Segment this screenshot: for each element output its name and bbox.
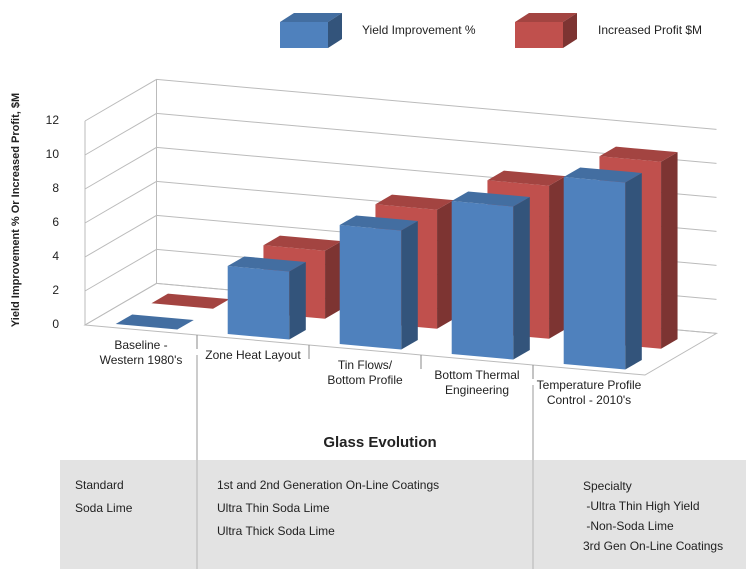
footer-text: -Non-Soda Lime [583, 519, 674, 533]
x-tick-label: Temperature Profile Control - 2010's [536, 378, 642, 407]
bar-front [563, 177, 626, 370]
y-tick-label: 4 [52, 249, 59, 263]
bar-front [451, 201, 514, 360]
footer-text: Standard [75, 478, 124, 492]
bar [563, 167, 642, 370]
y-axis-label: Yield Improvement % Or Increased Profit,… [10, 93, 22, 327]
bar-side [549, 176, 566, 339]
bar-top [115, 314, 194, 330]
y-tick-label: 2 [52, 283, 59, 297]
bar [151, 293, 230, 309]
x-tick-label: Baseline - Western 1980's [99, 338, 183, 367]
bar [227, 256, 306, 340]
y-tick-label: 10 [46, 147, 60, 161]
bar-side [625, 172, 642, 370]
bar-top [563, 167, 642, 183]
footer-text: 3rd Gen On-Line Coatings [583, 539, 724, 553]
grid-line [84, 78, 717, 130]
footer-text: Soda Lime [75, 501, 133, 515]
legend-label: Increased Profit $M [598, 23, 702, 37]
legend-front [280, 22, 328, 48]
bar-top [487, 170, 566, 186]
bar-top [375, 194, 454, 210]
x-tick-label: Bottom Thermal Engineering [434, 368, 520, 397]
legend-front [515, 22, 563, 48]
y-tick-label: 8 [52, 181, 59, 195]
legend-top [280, 13, 342, 22]
x-tick-label: Zone Heat Layout [205, 348, 301, 362]
y-tick-label: 6 [52, 215, 59, 229]
footer-text: Ultra Thick Soda Lime [217, 524, 335, 538]
bar-side [513, 196, 530, 360]
legend-top [515, 13, 577, 22]
grid-line [84, 112, 717, 164]
bar-top [227, 256, 306, 272]
bar-top [599, 146, 678, 162]
bar-side [437, 200, 454, 329]
y-tick-label: 0 [52, 317, 59, 331]
bar-side [661, 152, 678, 349]
y-tick-label: 12 [46, 113, 60, 127]
x-tick-label: Tin Flows/ Bottom Profile [327, 358, 403, 387]
bar-top [339, 215, 418, 231]
footer-panel [60, 460, 746, 569]
legend-swatch [515, 13, 577, 48]
bar [115, 314, 194, 330]
bar-front [227, 266, 290, 340]
bar-side [325, 241, 342, 319]
bar-top [151, 293, 230, 309]
bar [339, 215, 418, 350]
bar-top [451, 191, 530, 207]
legend-side [563, 13, 577, 48]
footer-text: -Ultra Thin High Yield [583, 499, 700, 513]
bar-top [263, 235, 342, 251]
legend-swatch [280, 13, 342, 48]
bar-side [289, 261, 306, 340]
legend-side [328, 13, 342, 48]
footer-text: 1st and 2nd Generation On-Line Coatings [217, 478, 440, 492]
bar [451, 191, 530, 360]
bar-front [339, 225, 402, 350]
legend-label: Yield Improvement % [362, 23, 476, 37]
footer-text: Specialty [583, 479, 632, 493]
x-axis-label: Glass Evolution [323, 434, 436, 451]
bar-side [401, 220, 418, 350]
footer-text: Ultra Thin Soda Lime [217, 501, 330, 515]
